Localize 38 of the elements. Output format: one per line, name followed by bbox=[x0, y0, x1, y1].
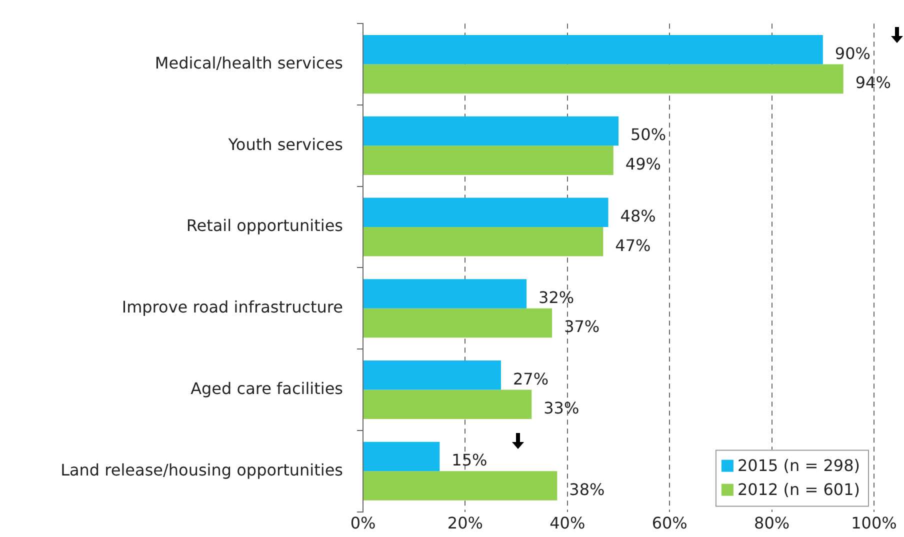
y-tick-label: Land release/housing opportunities bbox=[60, 460, 343, 480]
bar bbox=[364, 360, 501, 390]
bar bbox=[364, 146, 614, 175]
data-label: 47% bbox=[615, 236, 651, 255]
bar bbox=[364, 442, 440, 472]
bar bbox=[364, 116, 618, 146]
y-tick-label: Improve road infrastructure bbox=[122, 298, 343, 317]
data-label: 94% bbox=[855, 73, 891, 92]
data-label: 27% bbox=[512, 369, 549, 388]
x-tick-label: 100% bbox=[851, 514, 897, 533]
x-tick-label: 60% bbox=[652, 514, 688, 533]
data-label: 90% bbox=[834, 44, 870, 63]
x-tick-label: 40% bbox=[550, 514, 586, 533]
bar bbox=[364, 279, 527, 308]
data-label: 32% bbox=[538, 288, 574, 307]
data-label: 50% bbox=[630, 125, 666, 144]
bar bbox=[364, 34, 823, 64]
x-tick-label: 80% bbox=[754, 514, 790, 533]
bar bbox=[364, 308, 552, 338]
bar bbox=[364, 390, 532, 420]
data-label: 15% bbox=[452, 450, 488, 470]
legend-label: 2015 (n = 298) bbox=[737, 456, 860, 475]
data-label: 37% bbox=[564, 317, 600, 336]
y-tick-label: Medical/health services bbox=[154, 53, 343, 72]
bar bbox=[364, 64, 844, 94]
x-tick-label: 0% bbox=[350, 514, 376, 533]
y-tick-label: Aged care facilities bbox=[190, 378, 343, 398]
y-tick-label: Youth services bbox=[227, 134, 343, 154]
x-tick-label: 20% bbox=[447, 514, 483, 533]
bar bbox=[364, 198, 608, 228]
data-label: 49% bbox=[625, 154, 661, 174]
legend-label: 2012 (n = 601) bbox=[737, 480, 860, 499]
data-label: 33% bbox=[544, 398, 580, 418]
y-tick-label: Retail opportunities bbox=[186, 216, 343, 236]
bar bbox=[364, 227, 604, 256]
data-label: 48% bbox=[620, 206, 656, 226]
bar bbox=[364, 471, 558, 500]
data-label: 38% bbox=[569, 480, 605, 499]
